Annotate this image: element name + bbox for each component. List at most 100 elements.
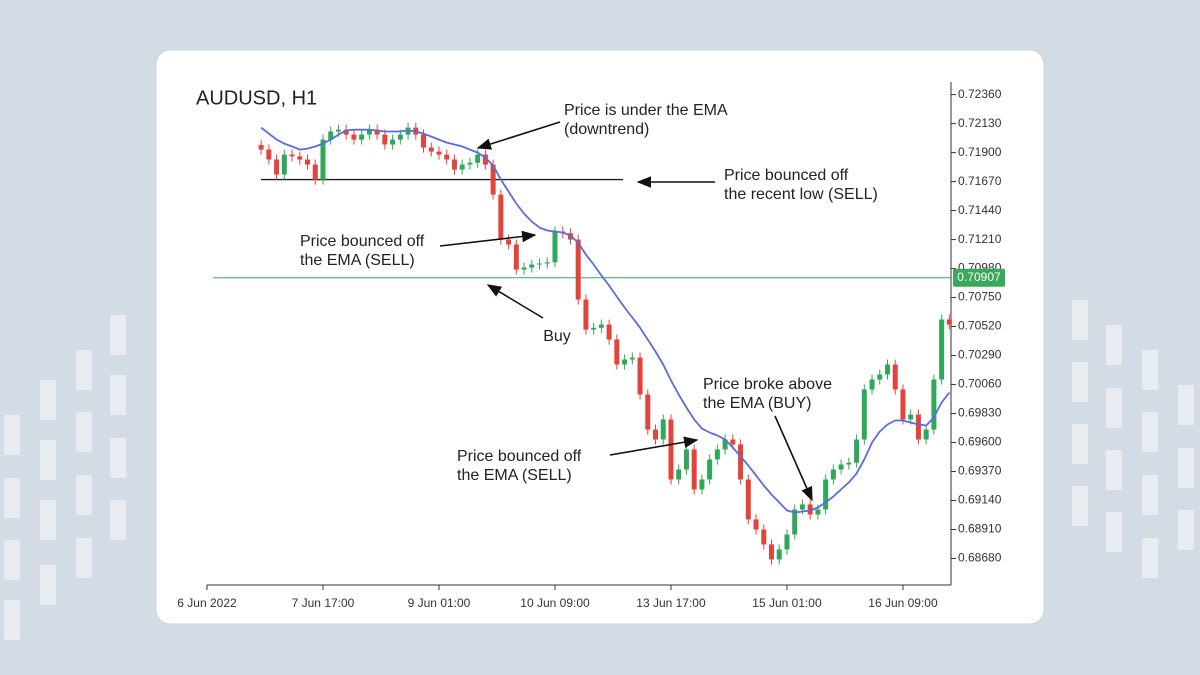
candle-body xyxy=(738,444,744,480)
candle-body xyxy=(854,439,860,463)
candle-body xyxy=(591,327,597,330)
annotation-text: the EMA (BUY) xyxy=(703,395,811,412)
candle-body xyxy=(730,439,736,445)
y-tick-label: 0.72360 xyxy=(958,87,1002,101)
candle-body xyxy=(637,357,643,395)
candle-body xyxy=(482,154,488,165)
candle-body xyxy=(660,419,666,440)
candle-body xyxy=(799,504,805,510)
background-bars xyxy=(4,300,1194,640)
candle-body xyxy=(544,262,550,264)
candle-body xyxy=(900,389,906,420)
candle-body xyxy=(552,231,558,263)
candle-body xyxy=(289,154,295,157)
candle-body xyxy=(908,414,914,420)
candle-body xyxy=(676,469,682,480)
y-tick-label: 0.70750 xyxy=(958,290,1002,304)
x-tick-label: 9 Jun 01:00 xyxy=(408,596,471,610)
candle-body xyxy=(374,129,380,135)
candle-body xyxy=(699,479,705,490)
candle-body xyxy=(745,479,751,520)
candle-body xyxy=(436,151,442,155)
candle-body xyxy=(359,134,365,140)
candle-body xyxy=(328,131,334,140)
annotation-text: Price bounced off xyxy=(724,167,849,184)
candle-body xyxy=(382,134,388,145)
candle-body xyxy=(707,459,713,480)
y-tick-label: 0.72130 xyxy=(958,116,1002,130)
candle-body xyxy=(761,529,767,545)
y-tick-label: 0.71210 xyxy=(958,232,1002,246)
candle-body xyxy=(575,239,581,300)
candle-body xyxy=(513,244,519,270)
candle-body xyxy=(784,534,790,550)
candle-body xyxy=(691,449,697,490)
annotation-text: (downtrend) xyxy=(564,121,649,138)
candle-body xyxy=(946,319,952,325)
x-tick-label: 6 Jun 2022 xyxy=(177,596,237,610)
card xyxy=(155,49,1045,625)
candle-body xyxy=(421,134,427,148)
candle-body xyxy=(714,449,720,460)
candle-body xyxy=(915,414,921,440)
candle-body xyxy=(869,379,875,390)
candle-body xyxy=(297,156,303,160)
candle-body xyxy=(776,549,782,560)
last-price-label: 0.70907 xyxy=(957,270,1001,284)
y-tick-label: 0.69600 xyxy=(958,435,1002,449)
candle-body xyxy=(390,139,396,145)
candle-body xyxy=(923,429,929,440)
annotation-arrow xyxy=(439,230,537,247)
candle-body xyxy=(498,194,504,240)
candle-body xyxy=(823,479,829,510)
candle-body xyxy=(366,129,372,135)
annotation-arrow xyxy=(486,284,544,319)
candle-body xyxy=(320,139,326,180)
candle-body xyxy=(722,439,728,450)
chart-title: AUDUSD, H1 xyxy=(196,87,317,109)
y-tick-label: 0.70520 xyxy=(958,319,1002,333)
candle-body xyxy=(645,394,651,430)
x-tick-label: 13 Jun 17:00 xyxy=(636,596,706,610)
candle-body xyxy=(428,147,434,152)
annotation-text: Price broke above xyxy=(703,376,832,393)
y-tick-label: 0.71900 xyxy=(958,145,1002,159)
y-tick-label: 0.71670 xyxy=(958,174,1002,188)
y-tick-label: 0.68680 xyxy=(958,551,1002,565)
candle-body xyxy=(668,419,674,480)
candle-body xyxy=(683,449,689,470)
candle-body xyxy=(614,339,620,365)
candle-body xyxy=(444,154,450,160)
candle-body xyxy=(521,267,527,270)
candle-body xyxy=(312,164,318,180)
x-tick-label: 7 Jun 17:00 xyxy=(292,596,355,610)
candles xyxy=(258,122,952,565)
annotation-arrow xyxy=(609,436,699,456)
candle-body xyxy=(939,319,945,380)
candle-body xyxy=(606,324,612,340)
candle-body xyxy=(931,379,937,430)
x-tick-label: 10 Jun 09:00 xyxy=(520,596,590,610)
candle-body xyxy=(274,159,280,175)
annotation-text: the recent low (SELL) xyxy=(724,186,878,203)
candle-body xyxy=(815,509,821,515)
candle-body xyxy=(529,264,535,268)
candle-body xyxy=(653,429,659,440)
candle-body xyxy=(258,145,264,150)
y-tick-label: 0.69370 xyxy=(958,464,1002,478)
candle-body xyxy=(281,154,287,175)
candle-body xyxy=(459,164,465,170)
candle-body xyxy=(792,509,798,535)
candle-body xyxy=(475,154,481,163)
x-tick-label: 15 Jun 01:00 xyxy=(752,596,822,610)
candle-body xyxy=(807,504,813,515)
candle-body xyxy=(451,159,457,170)
candle-body xyxy=(305,159,311,165)
y-tick-label: 0.71440 xyxy=(958,203,1002,217)
y-tick-label: 0.70060 xyxy=(958,377,1002,391)
candle-body xyxy=(877,374,883,380)
y-tick-label: 0.68910 xyxy=(958,522,1002,536)
candle-body xyxy=(467,162,473,165)
